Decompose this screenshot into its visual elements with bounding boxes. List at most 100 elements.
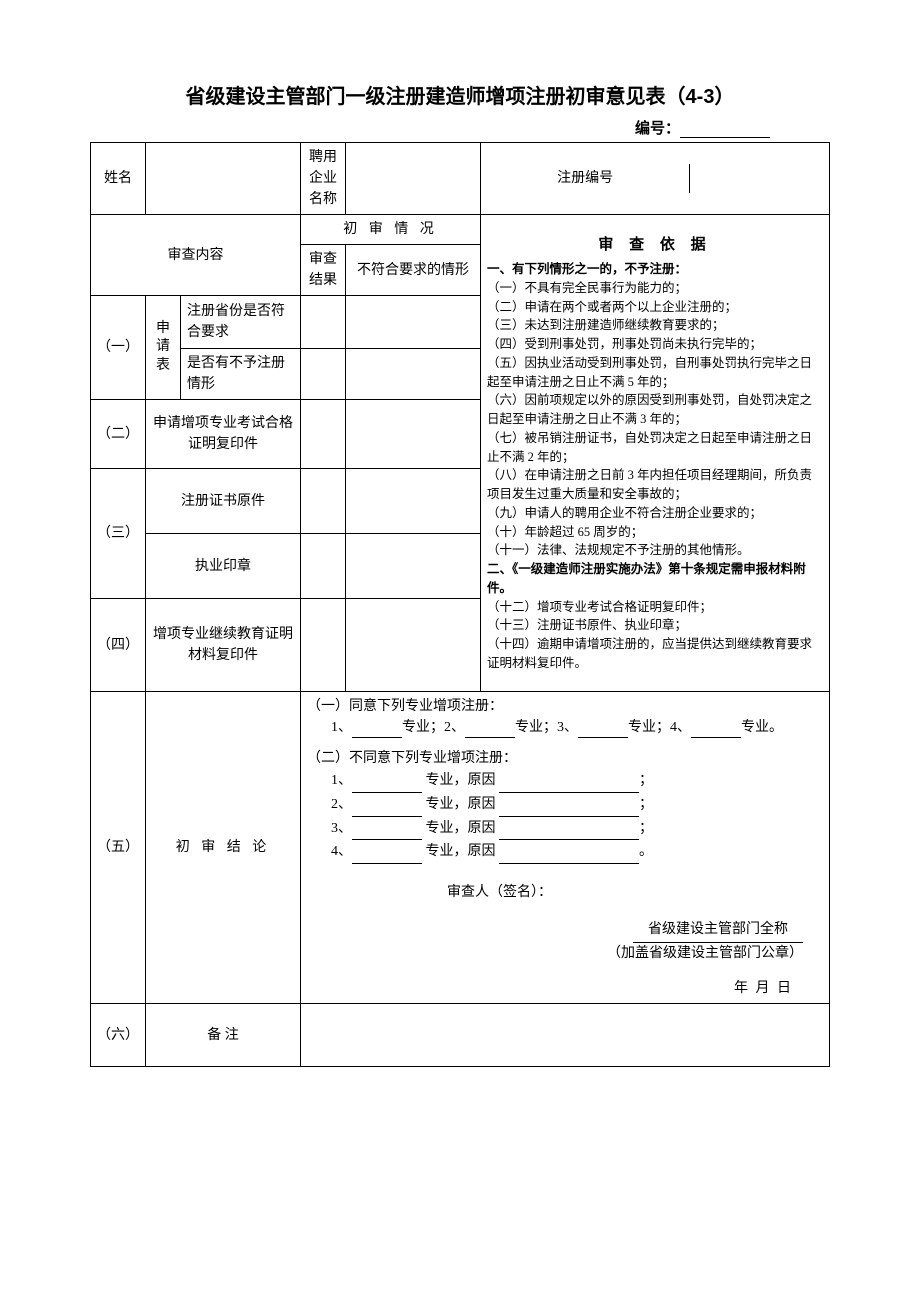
- r6-label: 备 注: [146, 1004, 301, 1067]
- d3-pre: 3、: [331, 821, 352, 836]
- row-5: （五） 初 审 结 论 （一）同意下列专业增项注册： 1、专业；2、专业；3、专…: [91, 692, 830, 1004]
- r4-result[interactable]: [301, 599, 346, 692]
- r3-a-result[interactable]: [301, 469, 346, 534]
- d4-period: 。: [639, 844, 653, 859]
- regno-field[interactable]: [690, 164, 829, 193]
- d3-reason-blank[interactable]: [499, 825, 639, 840]
- a2-major: 专业: [515, 720, 543, 735]
- r4-label: 增项专业继续教育证明材料复印件: [146, 599, 301, 692]
- a2-blank[interactable]: [465, 723, 515, 738]
- d1-semi: ；: [639, 773, 653, 788]
- date-line: 年 月 日: [307, 978, 823, 999]
- a1-blank[interactable]: [352, 723, 402, 738]
- r1-a-noncomp[interactable]: [346, 296, 481, 349]
- basis-9: （九）申请人的聘用企业不符合注册企业要求的；: [487, 504, 823, 523]
- d3-line: 3、 专业，原因 ；: [331, 817, 823, 841]
- r5-no: （五）: [91, 692, 146, 1004]
- disagree-block: 1、 专业，原因 ； 2、 专业，原因 ； 3、 专业，原因 ； 4、 专业，原…: [307, 769, 823, 864]
- review-header-row-1: 审查内容 初 审 情 况 审 查 依 据 一、有下列情形之一的，不予注册： （一…: [91, 215, 830, 245]
- basis-11: （十一）法律、法规规定不予注册的其他情形。: [487, 541, 823, 560]
- basis-5: （五）因执业活动受到刑事处罚，自刑事处罚执行完毕之日起至申请注册之日止不满 5 …: [487, 354, 823, 392]
- d1-reason-blank[interactable]: [499, 778, 639, 793]
- basis-1: （一）不具有完全民事行为能力的；: [487, 279, 823, 298]
- d4-reason: 专业，原因: [426, 844, 496, 859]
- r3-a-label: 注册证书原件: [146, 469, 301, 534]
- employer-field[interactable]: [346, 143, 481, 215]
- d4-line: 4、 专业，原因 。: [331, 840, 823, 864]
- name-field[interactable]: [146, 143, 301, 215]
- remarks-field[interactable]: [301, 1004, 830, 1067]
- r1-a-label: 注册省份是否符合要求: [181, 296, 301, 349]
- r2-noncomp[interactable]: [346, 400, 481, 469]
- d3-major-blank[interactable]: [352, 825, 422, 840]
- disagree-heading: （二）不同意下列专业增项注册：: [307, 748, 823, 769]
- d4-major-blank[interactable]: [352, 849, 422, 864]
- r5-label: 初 审 结 论: [146, 692, 301, 1004]
- result-label: 审查结果: [301, 245, 346, 296]
- r3-no: （三）: [91, 469, 146, 599]
- a1-major: 专业: [402, 720, 430, 735]
- d4-pre: 4、: [331, 844, 352, 859]
- d4-reason-blank[interactable]: [499, 849, 639, 864]
- r2-no: （二）: [91, 400, 146, 469]
- d2-pre: 2、: [331, 797, 352, 812]
- basis-14: （十四）逾期申请增项注册的，应当提供达到继续教育要求证明材料复印件。: [487, 635, 823, 673]
- d1-major-blank[interactable]: [352, 778, 422, 793]
- d3-semi: ；: [639, 821, 653, 836]
- r1-a-result[interactable]: [301, 296, 346, 349]
- r2-result[interactable]: [301, 400, 346, 469]
- dept-name: 省级建设主管部门全称: [633, 919, 803, 943]
- basis-12: （十二）增项专业考试合格证明复印件；: [487, 598, 823, 617]
- a4-blank[interactable]: [691, 723, 741, 738]
- r4-no: （四）: [91, 599, 146, 692]
- r1-b-label: 是否有不予注册情形: [181, 349, 301, 400]
- basis-13: （十三）注册证书原件、执业印章；: [487, 616, 823, 635]
- r1-no: （一）: [91, 296, 146, 400]
- number-label: 编号：: [635, 121, 680, 137]
- agree-line: 1、专业；2、专业；3、专业；4、专业。: [307, 717, 823, 738]
- header-row: 姓名 聘用企业名称 注册编号: [91, 143, 830, 215]
- basis-cell: 审 查 依 据 一、有下列情形之一的，不予注册： （一）不具有完全民事行为能力的…: [481, 215, 830, 692]
- d1-pre: 1、: [331, 773, 352, 788]
- basis-10: （十）年龄超过 65 周岁的；: [487, 523, 823, 542]
- r1-b-noncomp[interactable]: [346, 349, 481, 400]
- d2-semi: ；: [639, 797, 653, 812]
- r1-b-result[interactable]: [301, 349, 346, 400]
- r3-b-label: 执业印章: [146, 534, 301, 599]
- reviewer-sign-line: 审查人（签名）：: [307, 882, 823, 903]
- basis-title: 审 查 依 据: [487, 234, 823, 257]
- d2-reason-blank[interactable]: [499, 802, 639, 817]
- r2-label: 申请增项专业考试合格证明复印件: [146, 400, 301, 469]
- r4-noncomp[interactable]: [346, 599, 481, 692]
- d2-reason: 专业，原因: [426, 797, 496, 812]
- a1-pre: 1、: [331, 720, 352, 735]
- basis-h1: 一、有下列情形之一的，不予注册：: [487, 260, 823, 279]
- a-sep4: ；4、: [656, 720, 691, 735]
- a4-major: 专业: [741, 720, 769, 735]
- noncomp-label: 不符合要求的情形: [346, 245, 481, 296]
- number-blank[interactable]: [680, 121, 770, 138]
- r3-b-noncomp[interactable]: [346, 534, 481, 599]
- d2-line: 2、 专业，原因 ；: [331, 793, 823, 817]
- a-sep3: ；3、: [543, 720, 578, 735]
- name-label: 姓名: [91, 143, 146, 215]
- r3-a-noncomp[interactable]: [346, 469, 481, 534]
- basis-6: （六）因前项规定以外的原因受到刑事处罚，自处罚决定之日起至申请注册之日止不满 3…: [487, 391, 823, 429]
- d1-line: 1、 专业，原因 ；: [331, 769, 823, 793]
- regno-cell: 注册编号: [481, 143, 830, 215]
- review-content-label: 审查内容: [91, 215, 301, 296]
- row-6: （六） 备 注: [91, 1004, 830, 1067]
- d2-major-blank[interactable]: [352, 802, 422, 817]
- a3-blank[interactable]: [578, 723, 628, 738]
- form-number-line: 编号：: [90, 117, 830, 138]
- agree-heading: （一）同意下列专业增项注册：: [307, 696, 823, 717]
- a3-major: 专业: [628, 720, 656, 735]
- basis-2: （二）申请在两个或者两个以上企业注册的；: [487, 298, 823, 317]
- a-period: 。: [769, 720, 783, 735]
- r3-b-result[interactable]: [301, 534, 346, 599]
- basis-h2: 二、《一级建造师注册实施办法》第十条规定需申报材料附件。: [487, 560, 823, 598]
- dept-block: 省级建设主管部门全称 （加盖省级建设主管部门公章）: [307, 919, 823, 964]
- basis-7: （七）被吊销注册证书，自处罚决定之日起至申请注册之日止不满 2 年的；: [487, 429, 823, 467]
- d1-reason: 专业，原因: [426, 773, 496, 788]
- seal-note: （加盖省级建设主管部门公章）: [607, 946, 803, 961]
